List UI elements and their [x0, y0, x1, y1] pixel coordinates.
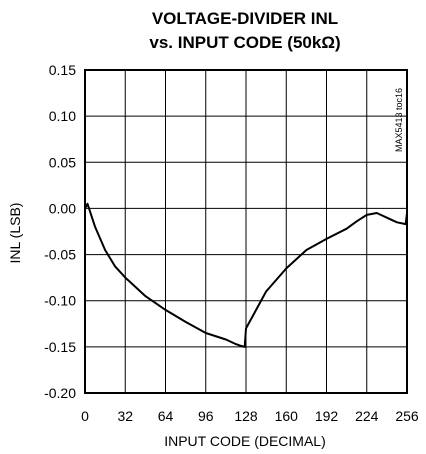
chart-title-line1: VOLTAGE-DIVIDER INL [152, 9, 338, 28]
x-tick-label: 96 [198, 408, 214, 424]
y-tick-label: -0.05 [44, 247, 76, 263]
y-tick-label: -0.15 [44, 339, 76, 355]
y-tick-labels: 0.15 0.10 0.05 0.00 -0.05 -0.10 -0.15 -0.20 [44, 62, 76, 401]
x-tick-label: 32 [117, 408, 133, 424]
y-tick-label: 0.15 [49, 62, 76, 78]
y-tick-label: 0.05 [49, 154, 76, 170]
x-tick-label: 224 [355, 408, 379, 424]
y-tick-label: -0.20 [44, 385, 76, 401]
y-tick-label: -0.10 [44, 293, 76, 309]
series-layer [84, 202, 408, 348]
plot-frame [84, 69, 408, 394]
x-tick-label: 192 [315, 408, 339, 424]
inl-series-line [84, 202, 408, 348]
y-tick-label: 0.00 [49, 200, 76, 216]
x-tick-label: 128 [234, 408, 258, 424]
chart-title-line2: vs. INPUT CODE (50kΩ) [149, 33, 340, 52]
x-tick-label: 256 [395, 408, 419, 424]
x-axis-label: INPUT CODE (DECIMAL) [164, 433, 326, 449]
x-tick-label: 0 [81, 408, 89, 424]
x-tick-label: 64 [158, 408, 174, 424]
x-tick-labels: 0 32 64 96 128 160 192 224 256 [81, 408, 419, 424]
y-axis-label: INL (LSB) [7, 203, 23, 264]
figure-id-label: MAX5413 toc16 [394, 88, 404, 152]
grid [84, 69, 408, 394]
x-tick-label: 160 [275, 408, 299, 424]
y-tick-label: 0.10 [49, 108, 76, 124]
